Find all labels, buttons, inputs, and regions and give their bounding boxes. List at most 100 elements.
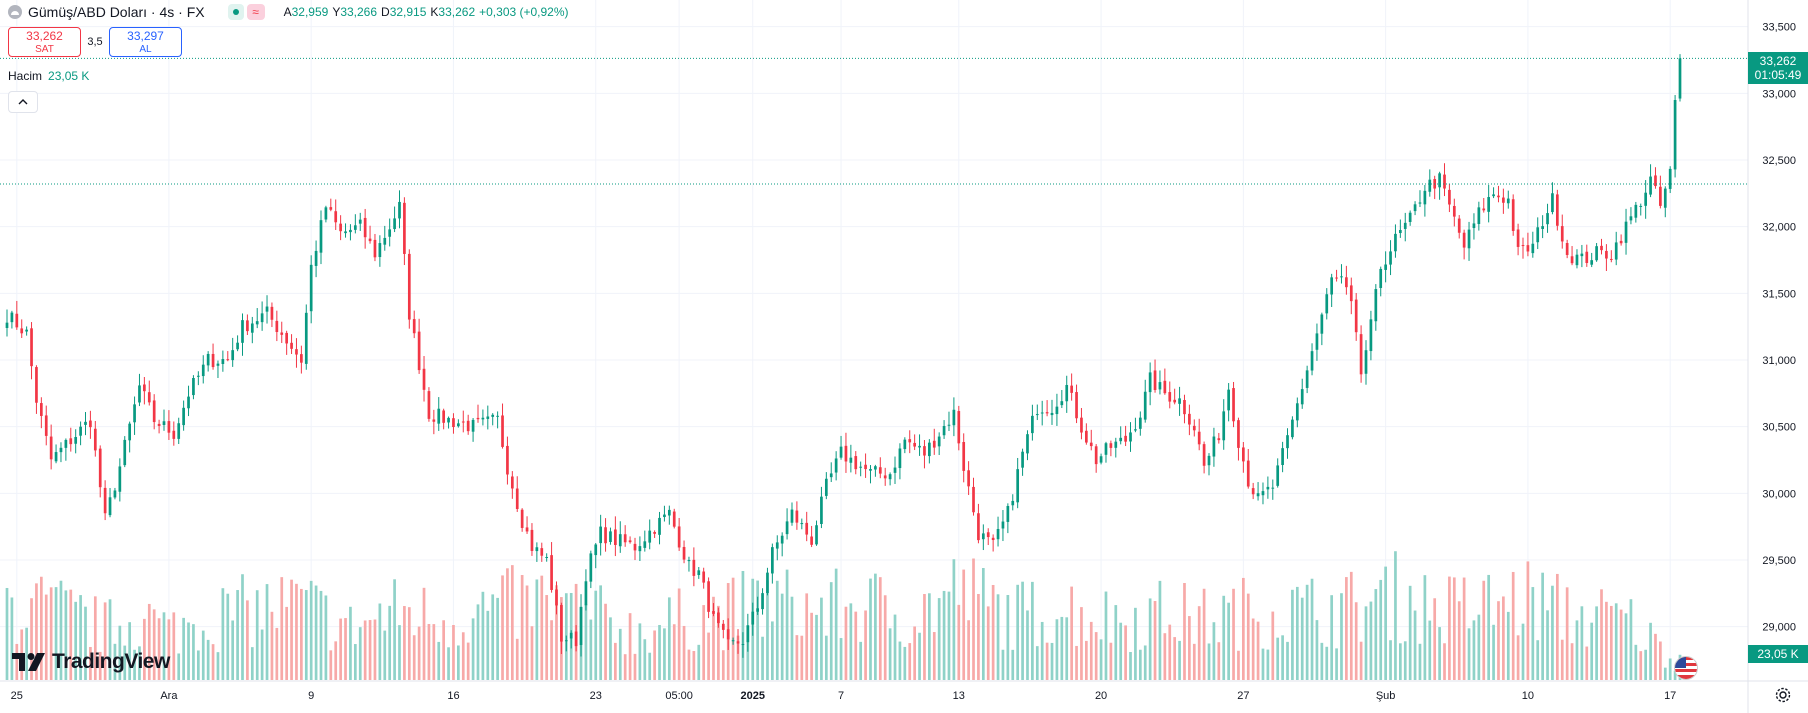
market-status[interactable]: ≈ bbox=[225, 4, 268, 20]
candle bbox=[64, 439, 68, 448]
candle bbox=[1040, 412, 1044, 414]
volume-bar bbox=[1477, 614, 1481, 680]
y-tick-label: 30,000 bbox=[1762, 488, 1796, 500]
candle bbox=[442, 410, 445, 423]
buy-button[interactable]: 33,297 AL bbox=[109, 27, 182, 57]
candle bbox=[1104, 443, 1108, 455]
volume-bar bbox=[721, 650, 725, 680]
candle bbox=[1197, 431, 1201, 445]
candle bbox=[378, 243, 382, 258]
candle bbox=[1600, 245, 1603, 251]
volume-bar bbox=[1526, 561, 1530, 680]
volume-bar bbox=[442, 620, 445, 680]
volume-bar bbox=[859, 641, 863, 680]
candle bbox=[373, 239, 377, 258]
volume-bar bbox=[746, 626, 750, 680]
volume-bar bbox=[702, 605, 706, 680]
volume-bar bbox=[260, 629, 264, 680]
candle bbox=[1099, 456, 1103, 463]
sell-button[interactable]: 33,262 SAT bbox=[8, 27, 81, 57]
candle bbox=[1124, 435, 1127, 442]
volume-legend[interactable]: Hacim 23,05 K bbox=[8, 69, 89, 83]
candle bbox=[550, 555, 553, 590]
volume-bar bbox=[1286, 641, 1289, 680]
volume-bar bbox=[1605, 601, 1608, 680]
symbol-legend[interactable]: Gümüş/ABD Doları · 4s · FX ≈ A32,959 Y33… bbox=[8, 4, 569, 20]
volume-bar bbox=[157, 618, 161, 680]
candle bbox=[295, 349, 298, 355]
volume-bar bbox=[1011, 649, 1015, 680]
candle bbox=[614, 529, 617, 545]
candle bbox=[486, 416, 490, 419]
volume-bar bbox=[437, 641, 441, 680]
volume-bar bbox=[1295, 586, 1299, 680]
collapse-legend-button[interactable] bbox=[8, 91, 38, 113]
candle bbox=[1335, 277, 1338, 279]
candle bbox=[1668, 168, 1672, 189]
symbol-title[interactable]: Gümüş/ABD Doları · 4s · FX bbox=[28, 4, 205, 20]
candle bbox=[609, 531, 612, 542]
volume-bar bbox=[991, 584, 995, 680]
y-tick-label: 30,500 bbox=[1762, 422, 1796, 434]
candle bbox=[339, 223, 342, 232]
volume-bar bbox=[844, 606, 848, 680]
volume-bar bbox=[545, 595, 549, 680]
sell-label: SAT bbox=[35, 44, 54, 55]
candle bbox=[854, 456, 858, 470]
volume-bar bbox=[820, 597, 823, 680]
candle bbox=[403, 202, 406, 254]
volume-bar bbox=[1639, 651, 1643, 680]
buy-price: 33,297 bbox=[127, 29, 164, 43]
volume-legend-value: 23,05 K bbox=[48, 69, 90, 83]
volume-bar bbox=[74, 601, 78, 680]
volume-bar bbox=[947, 591, 951, 680]
volume-bar bbox=[290, 579, 293, 680]
candle bbox=[815, 525, 818, 545]
candle bbox=[1443, 174, 1446, 189]
volume-bar bbox=[5, 587, 9, 680]
volume-bar bbox=[810, 612, 813, 680]
candle bbox=[49, 436, 53, 460]
candle bbox=[481, 417, 485, 420]
candle bbox=[152, 400, 156, 423]
volume-bar bbox=[295, 583, 298, 680]
candle bbox=[353, 225, 357, 230]
volume-bar bbox=[491, 594, 495, 680]
volume-bar bbox=[1207, 643, 1211, 680]
volume-bar bbox=[496, 597, 499, 680]
volume-bar bbox=[1502, 596, 1505, 680]
volume-bar bbox=[1310, 578, 1314, 680]
volume-bar bbox=[407, 607, 411, 680]
candle bbox=[1374, 289, 1378, 322]
candle bbox=[74, 437, 78, 444]
volume-bar bbox=[1570, 643, 1574, 680]
us-flag-icon[interactable] bbox=[1674, 656, 1698, 680]
volume-bar bbox=[1634, 644, 1638, 680]
candle bbox=[653, 531, 656, 534]
candle bbox=[864, 464, 867, 470]
candle bbox=[192, 378, 195, 396]
candle bbox=[824, 478, 828, 496]
candle bbox=[1354, 299, 1358, 333]
candle bbox=[712, 611, 715, 614]
volume-bar bbox=[393, 579, 396, 680]
x-tick-label: 7 bbox=[838, 690, 844, 702]
candle bbox=[1310, 351, 1314, 371]
volume-bar bbox=[177, 653, 181, 680]
volume-bar bbox=[1457, 601, 1461, 680]
candle bbox=[790, 509, 794, 523]
volume-bar bbox=[84, 606, 87, 680]
volume-bar bbox=[761, 636, 764, 680]
spread-value: 3,5 bbox=[87, 36, 103, 48]
volume-bar bbox=[1384, 566, 1387, 680]
high-value: 33,266 bbox=[340, 5, 378, 19]
change-value: +0,303 (+0,92%) bbox=[479, 5, 569, 19]
candle bbox=[717, 612, 720, 624]
gear-icon[interactable] bbox=[1774, 686, 1792, 704]
candle bbox=[162, 421, 166, 425]
tradingview-logo[interactable]: TradingView bbox=[12, 650, 170, 674]
candle bbox=[1526, 245, 1530, 252]
volume-bar bbox=[854, 611, 858, 680]
candle bbox=[515, 488, 519, 510]
